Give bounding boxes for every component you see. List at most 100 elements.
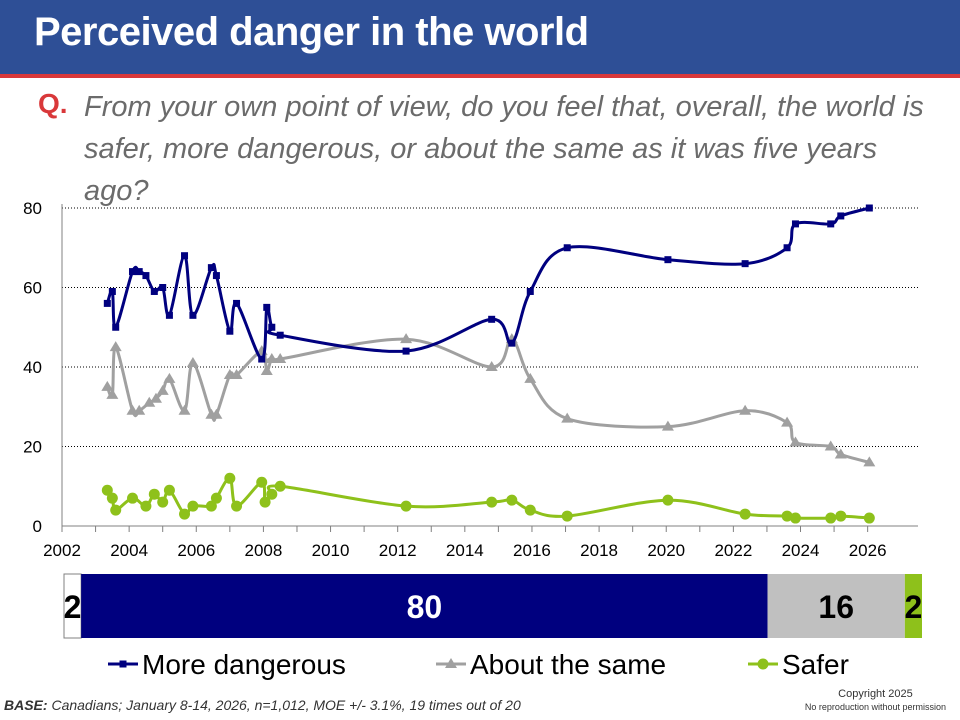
y-tick-label-60: 60: [23, 279, 42, 298]
data-point-safer-19: [486, 496, 498, 508]
data-point-about-the-same-17: [265, 353, 278, 364]
x-tick-label-2018: 2018: [580, 541, 618, 560]
base-text: Canadians; January 8-14, 2026, n=1,012, …: [47, 697, 521, 713]
data-point-more-dangerous-17: [268, 323, 276, 331]
x-tick-label-2022: 2022: [714, 541, 752, 560]
series-line-about-the-same: [105, 337, 870, 464]
data-point-more-dangerous-13: [226, 327, 234, 335]
data-point-about-the-same-10: [186, 357, 199, 368]
data-point-more-dangerous-11: [207, 264, 215, 272]
copyright-text: Copyright 2025: [838, 688, 913, 700]
data-point-about-the-same-6: [149, 392, 162, 403]
data-point-more-dangerous-15: [258, 355, 266, 363]
data-point-about-the-same-9: [178, 404, 191, 415]
legend-marker-about-the-same: [445, 658, 457, 668]
base-label: BASE:: [4, 697, 48, 713]
data-point-about-the-same-4: [133, 404, 146, 415]
x-tick-label-2026: 2026: [849, 541, 887, 560]
header-accent-line: [0, 74, 960, 78]
data-point-about-the-same-27: [789, 436, 802, 447]
header-bar: Perceived danger in the world: [0, 0, 960, 74]
data-point-about-the-same-30: [863, 456, 876, 467]
data-point-more-dangerous-5: [142, 272, 150, 280]
data-point-more-dangerous-3: [128, 268, 136, 276]
data-point-more-dangerous-12: [212, 272, 220, 280]
data-point-more-dangerous-2: [112, 323, 120, 331]
data-point-safer-10: [205, 500, 217, 512]
copyright-notice: Copyright 2025 No reproduction without p…: [805, 688, 946, 714]
legend-label-about-the-same: About the same: [470, 649, 666, 680]
data-point-more-dangerous-7: [159, 284, 167, 291]
data-point-safer-4: [140, 500, 152, 512]
data-point-safer-22: [561, 510, 573, 522]
data-point-about-the-same-14: [230, 368, 243, 379]
data-point-more-dangerous-22: [526, 287, 534, 295]
data-point-more-dangerous-23: [563, 244, 571, 252]
data-point-safer-3: [126, 492, 138, 504]
data-point-more-dangerous-27: [791, 220, 799, 228]
series-line-more-dangerous: [105, 206, 870, 361]
data-point-more-dangerous-8: [165, 311, 173, 319]
data-point-safer-16: [266, 488, 278, 500]
data-point-safer-21: [524, 504, 536, 516]
bar-segment-about-the-same: [767, 574, 905, 638]
data-point-safer-14: [256, 476, 268, 488]
data-point-more-dangerous-26: [783, 244, 791, 252]
data-point-safer-5: [148, 488, 160, 500]
bar-label-safer: 2: [905, 589, 923, 625]
data-point-about-the-same-23: [561, 412, 574, 423]
data-point-more-dangerous-28: [827, 220, 835, 228]
data-point-safer-25: [781, 510, 793, 522]
x-tick-label-2002: 2002: [43, 541, 81, 560]
data-point-about-the-same-5: [143, 396, 156, 407]
data-point-more-dangerous-10: [189, 311, 197, 319]
data-point-more-dangerous-0: [103, 299, 111, 307]
data-point-safer-27: [825, 512, 837, 524]
legend-label-more-dangerous: More dangerous: [142, 649, 346, 680]
data-point-safer-17: [274, 480, 286, 492]
data-point-more-dangerous-6: [150, 287, 158, 295]
data-point-safer-29: [863, 512, 875, 524]
data-point-more-dangerous-24: [664, 256, 672, 264]
x-tick-label-2024: 2024: [782, 541, 820, 560]
data-point-more-dangerous-19: [402, 347, 410, 355]
data-point-safer-9: [187, 500, 199, 512]
data-point-about-the-same-22: [524, 372, 537, 383]
y-tick-label-80: 80: [23, 199, 42, 218]
x-tick-label-2014: 2014: [446, 541, 484, 560]
data-point-safer-13: [231, 500, 243, 512]
bar-label-about-the-same: 16: [818, 589, 854, 625]
data-point-safer-8: [179, 508, 191, 520]
data-point-about-the-same-18: [274, 353, 287, 364]
data-point-safer-15: [259, 496, 271, 508]
question-text: From your own point of view, do you feel…: [84, 91, 924, 207]
data-point-safer-28: [835, 510, 847, 522]
data-point-more-dangerous-18: [276, 331, 284, 339]
data-point-safer-20: [506, 494, 518, 506]
legend-marker-safer: [757, 658, 769, 670]
data-point-safer-7: [163, 484, 175, 496]
x-tick-label-2008: 2008: [244, 541, 282, 560]
bar-label-not-stated: 2: [64, 589, 82, 625]
reproduction-notice: No reproduction without permission: [804, 702, 946, 712]
x-tick-label-2006: 2006: [177, 541, 215, 560]
data-point-more-dangerous-4: [135, 268, 143, 276]
data-point-more-dangerous-14: [233, 299, 241, 307]
data-point-more-dangerous-9: [181, 252, 189, 260]
legend-marker-more-dangerous: [119, 660, 127, 668]
x-tick-label-2016: 2016: [513, 541, 551, 560]
data-point-about-the-same-29: [834, 448, 847, 459]
data-point-more-dangerous-21: [508, 339, 516, 347]
bar-segment-more-dangerous: [81, 574, 768, 638]
legend-label-safer: Safer: [782, 649, 849, 680]
data-point-about-the-same-26: [781, 416, 794, 427]
data-point-more-dangerous-30: [865, 204, 873, 212]
data-point-about-the-same-19: [400, 333, 413, 344]
data-point-safer-26: [789, 512, 801, 524]
data-point-about-the-same-2: [109, 341, 122, 352]
x-tick-label-2010: 2010: [312, 541, 350, 560]
data-point-more-dangerous-29: [837, 212, 845, 220]
data-point-about-the-same-16: [260, 364, 273, 375]
data-point-safer-24: [739, 508, 751, 520]
